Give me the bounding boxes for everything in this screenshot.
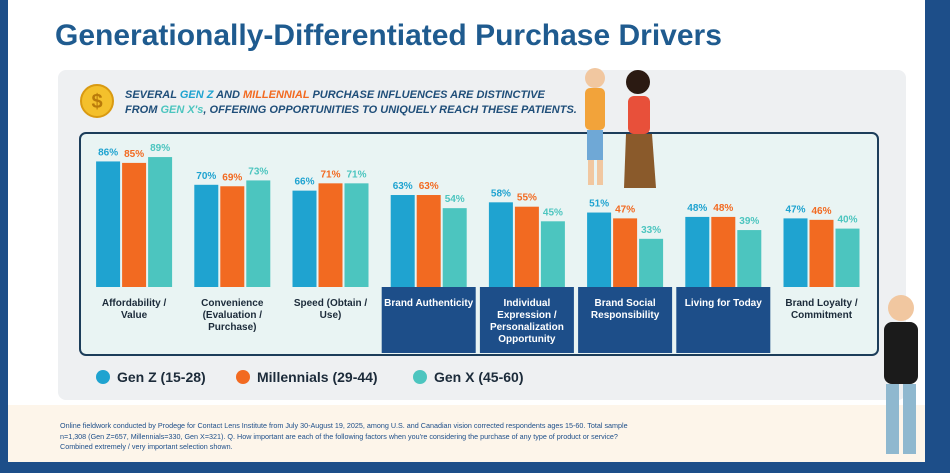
bar: [246, 180, 271, 287]
category-highlight: [381, 287, 476, 353]
x-tick-label: Living for Today: [684, 298, 762, 309]
illustration: [585, 68, 918, 454]
bar: [318, 183, 343, 287]
value-label: 69%: [222, 172, 242, 183]
callout-text: FROM: [125, 104, 160, 116]
bar: [344, 183, 369, 287]
callout-line: SEVERAL GEN Z AND MILLENNIAL PURCHASE IN…: [125, 89, 546, 101]
legend-marker: [413, 370, 427, 384]
footer-band: [8, 405, 925, 462]
bar: [737, 230, 762, 287]
value-label: 58%: [491, 188, 511, 199]
value-label: 71%: [346, 169, 366, 180]
legend-label: Millennials (29-44): [257, 369, 378, 385]
bar: [292, 190, 317, 287]
value-label: 45%: [543, 207, 563, 218]
bar: [587, 212, 612, 287]
legend-marker: [96, 370, 110, 384]
value-label: 47%: [785, 204, 805, 215]
value-label: 85%: [124, 149, 144, 160]
bar: [96, 161, 121, 287]
coin-icon: [80, 84, 114, 118]
value-label: 73%: [248, 166, 268, 177]
bar: [540, 221, 565, 287]
value-label: 40%: [837, 215, 857, 226]
bar: [390, 195, 415, 287]
bar: [783, 218, 808, 287]
value-label: 86%: [98, 147, 118, 158]
value-label: 48%: [713, 203, 733, 214]
bar: [835, 228, 860, 287]
bar: [416, 195, 441, 287]
value-label: 70%: [196, 171, 216, 182]
value-label: 39%: [739, 216, 759, 227]
value-label: 54%: [445, 194, 465, 205]
callout-text: GEN X's: [160, 104, 203, 116]
bar: [613, 218, 638, 287]
callout-text: AND: [213, 89, 243, 101]
x-tick-label: Brand Authenticity: [384, 298, 474, 309]
category-highlight: [676, 287, 771, 353]
x-tick-label: Convenience (Evaluation / Purchase): [201, 298, 264, 333]
bar: [809, 219, 834, 287]
x-tick-label: Individual Expression / Personalization …: [489, 298, 564, 345]
bar: [514, 206, 539, 287]
bar: [639, 238, 664, 287]
callout-text: MILLENNIAL: [243, 89, 310, 101]
x-tick-label: Brand Social Responsibility: [590, 298, 660, 321]
value-label: 55%: [517, 193, 537, 204]
bar: [122, 162, 147, 287]
legend-label: Gen Z (15-28): [117, 369, 206, 385]
bar: [488, 202, 513, 287]
bar: [148, 157, 173, 287]
x-tick-label: Brand Loyalty / Commitment: [785, 298, 858, 321]
callout-text: , OFFERING OPPORTUNITIES TO UNIQUELY REA…: [202, 104, 576, 116]
bar: [220, 186, 245, 287]
x-tick-label: Speed (Obtain / Use): [293, 298, 368, 321]
callout-text: GEN Z: [180, 89, 215, 101]
value-label: 89%: [150, 143, 170, 154]
bar: [442, 208, 467, 287]
value-label: 66%: [294, 177, 314, 188]
callout-text: PURCHASE INFLUENCES ARE DISTINCTIVE: [309, 89, 545, 101]
footnote: Online fieldwork conducted by Prodege fo…: [60, 421, 628, 451]
legend-label: Gen X (45-60): [434, 369, 523, 385]
value-label: 33%: [641, 225, 661, 236]
value-label: 63%: [419, 181, 439, 192]
title: Generationally-Differentiated Purchase D…: [55, 19, 722, 52]
value-label: 46%: [811, 206, 831, 217]
value-label: 71%: [320, 169, 340, 180]
callout-text: SEVERAL: [125, 89, 180, 101]
category-highlight: [479, 287, 574, 353]
legend-marker: [236, 370, 250, 384]
bar: [194, 184, 219, 287]
value-label: 51%: [589, 199, 609, 210]
value-label: 63%: [393, 181, 413, 192]
bar: [685, 216, 710, 287]
value-label: 47%: [615, 204, 635, 215]
x-tick-label: Affordability / Value: [101, 298, 167, 321]
bar: [711, 216, 736, 287]
coin-symbol: $: [91, 91, 102, 113]
category-highlight: [578, 287, 673, 353]
value-label: 48%: [687, 203, 707, 214]
callout-line: FROM GEN X's, OFFERING OPPORTUNITIES TO …: [125, 104, 577, 116]
